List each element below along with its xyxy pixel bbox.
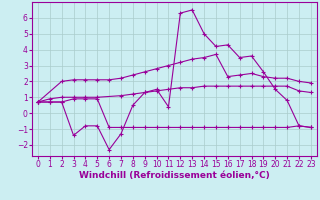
X-axis label: Windchill (Refroidissement éolien,°C): Windchill (Refroidissement éolien,°C) bbox=[79, 171, 270, 180]
